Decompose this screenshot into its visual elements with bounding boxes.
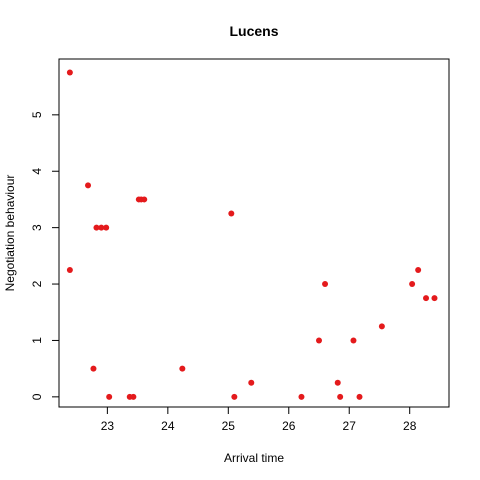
data-point: [423, 295, 430, 302]
y-tick-label: 1: [30, 337, 44, 344]
data-point: [431, 295, 438, 302]
y-tick-label: 0: [30, 393, 44, 400]
data-point: [231, 393, 238, 400]
data-point: [350, 337, 357, 344]
x-tick-label: 28: [403, 419, 417, 433]
plot-frame: [58, 58, 450, 408]
x-tick-label: 23: [101, 419, 115, 433]
y-axis: 0 1 2 3 4 5: [30, 111, 60, 400]
y-tick-label: 2: [30, 280, 44, 287]
x-axis: 23 24 25 26 27 28: [101, 406, 417, 433]
x-tick-label: 25: [222, 419, 236, 433]
x-tick-label: 26: [282, 419, 296, 433]
data-point: [106, 393, 113, 400]
data-point: [179, 365, 186, 372]
data-point: [415, 266, 422, 273]
data-point: [130, 393, 137, 400]
data-point: [141, 196, 148, 203]
data-point: [334, 379, 341, 386]
y-axis-label: Negotiation behaviour: [3, 175, 17, 292]
data-point: [228, 210, 235, 217]
data-point: [98, 224, 105, 231]
y-tick-label: 4: [30, 168, 44, 175]
data-point: [322, 281, 329, 288]
data-point: [316, 337, 322, 344]
y-tick-label: 5: [30, 111, 44, 118]
data-point: [90, 365, 97, 372]
x-tick-label: 24: [161, 419, 175, 433]
data-point: [85, 182, 92, 189]
data-point: [409, 281, 416, 288]
data-point: [248, 379, 255, 386]
x-axis-label: Arrival time: [224, 451, 284, 465]
data-point: [356, 393, 363, 400]
x-tick-label: 27: [343, 419, 357, 433]
data-point: [298, 393, 305, 400]
data-point: [93, 224, 100, 231]
y-tick-label: 3: [30, 224, 44, 231]
chart-title: Lucens: [229, 23, 278, 39]
data-point: [66, 69, 73, 76]
data-point: [103, 224, 110, 231]
data-point: [337, 393, 344, 400]
data-point: [66, 266, 73, 273]
data-point: [378, 323, 385, 330]
data-points: [66, 69, 438, 400]
